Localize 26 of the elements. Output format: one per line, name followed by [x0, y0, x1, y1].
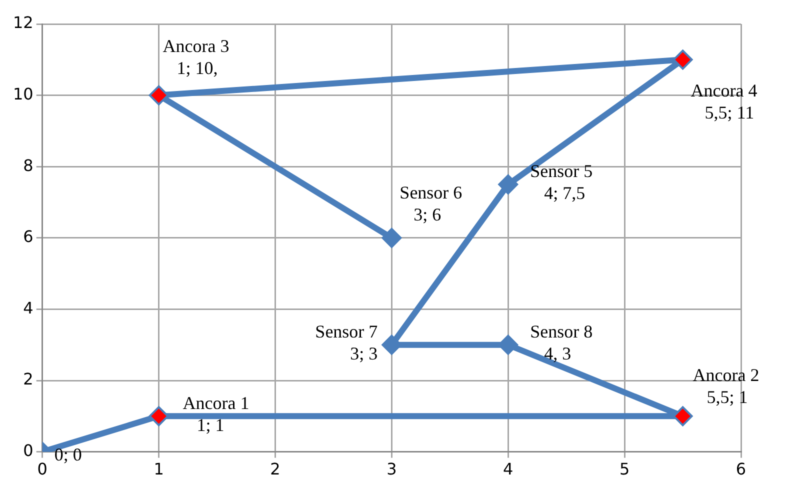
point [498, 174, 518, 194]
y-tick-label: 4 [23, 298, 34, 318]
x-tick-label: 4 [503, 460, 514, 479]
y-tick-label: 0 [23, 440, 34, 460]
annotation: Sensor 8 4, 3 [530, 322, 593, 364]
point [382, 228, 402, 248]
x-tick-label: 1 [154, 460, 164, 479]
y-tick-label: 2 [23, 370, 34, 389]
y-tick-label: 10 [13, 84, 34, 104]
annotation: Sensor 7 3; 3 [315, 322, 378, 364]
annotation: Sensor 5 4; 7,5 [530, 161, 593, 204]
annotation: Ancora 2 5,5; 1 [692, 364, 760, 407]
annotation: 0; 0 [54, 444, 82, 465]
annotation: Ancora 1 1; 1 [182, 392, 250, 435]
x-tick-label: 5 [619, 460, 630, 479]
annotation: Sensor 6 3; 6 [400, 182, 462, 225]
x-tick-label: 3 [386, 460, 397, 479]
x-tick-label: 6 [736, 460, 746, 479]
x-tick-label: 2 [270, 460, 280, 479]
point [672, 50, 693, 70]
y-tick-label: 12 [13, 13, 34, 32]
y-tick-label: 8 [23, 156, 34, 175]
x-tick-label: 0 [37, 460, 48, 479]
annotation: Ancora 4 5,5; 11 [690, 80, 758, 122]
y-tick-label: 6 [23, 227, 34, 246]
annotation: Ancora 3 1; 10, [162, 36, 230, 78]
